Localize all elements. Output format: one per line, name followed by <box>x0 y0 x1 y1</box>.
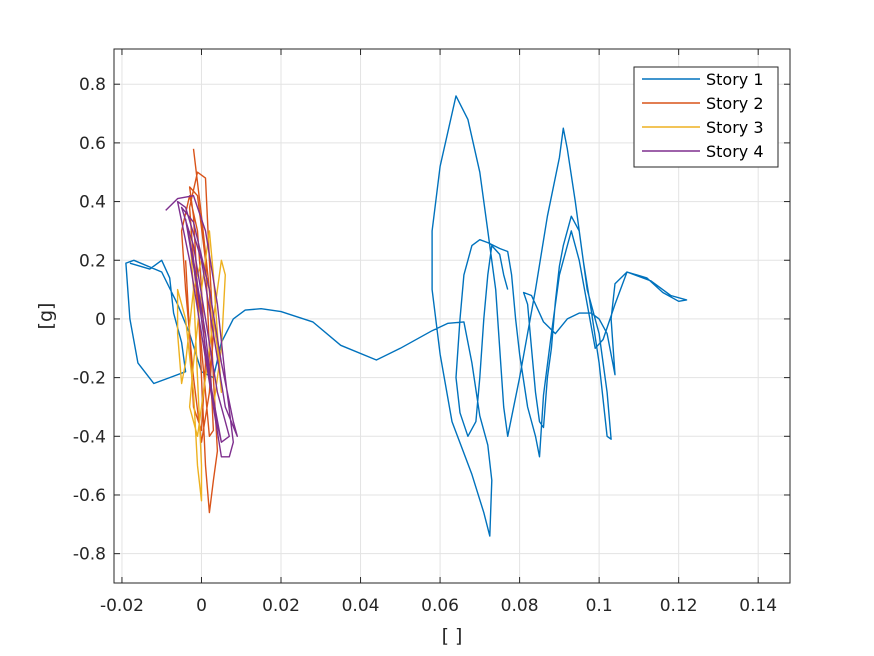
y-axis-label: [g] <box>35 303 57 330</box>
x-tick-label: 0.02 <box>262 596 300 616</box>
legend-label: Story 2 <box>706 94 764 113</box>
y-tick-label: 0.8 <box>79 75 106 95</box>
x-tick-label: 0.06 <box>421 596 459 616</box>
y-tick-label: -0.6 <box>73 486 106 506</box>
y-tick-label: 0 <box>95 310 106 330</box>
x-tick-label: 0.14 <box>739 596 777 616</box>
legend-label: Story 1 <box>706 70 764 89</box>
y-tick-label: -0.8 <box>73 545 106 565</box>
axis-ticks: -0.02 0 0.02 0.04 0.06 0.08 0.1 0.12 0.14 -0.8 -0.… <box>73 49 790 616</box>
y-tick-label: -0.2 <box>73 369 106 389</box>
legend: Story 1 Story 2 Story 3 Story 4 <box>633 66 779 168</box>
x-tick-label: 0 <box>196 596 207 616</box>
series-line-story-4 <box>165 195 238 458</box>
x-tick-label: 0.08 <box>501 596 539 616</box>
legend-label: Story 4 <box>706 142 764 161</box>
x-tick-label: 0.12 <box>660 596 698 616</box>
series-line-story-1 <box>125 95 688 537</box>
x-tick-label: -0.02 <box>100 596 144 616</box>
plot-frame <box>113 48 791 584</box>
y-tick-label: 0.4 <box>79 193 106 213</box>
y-tick-label: 0.6 <box>79 134 106 154</box>
y-tick-label: 0.2 <box>79 251 106 271</box>
series-layer <box>125 95 688 537</box>
x-axis-label: [ ] <box>442 625 463 647</box>
x-tick-label: 0.1 <box>586 596 613 616</box>
y-tick-label: -0.4 <box>73 427 106 447</box>
legend-label: Story 3 <box>706 118 764 137</box>
x-tick-label: 0.04 <box>342 596 380 616</box>
